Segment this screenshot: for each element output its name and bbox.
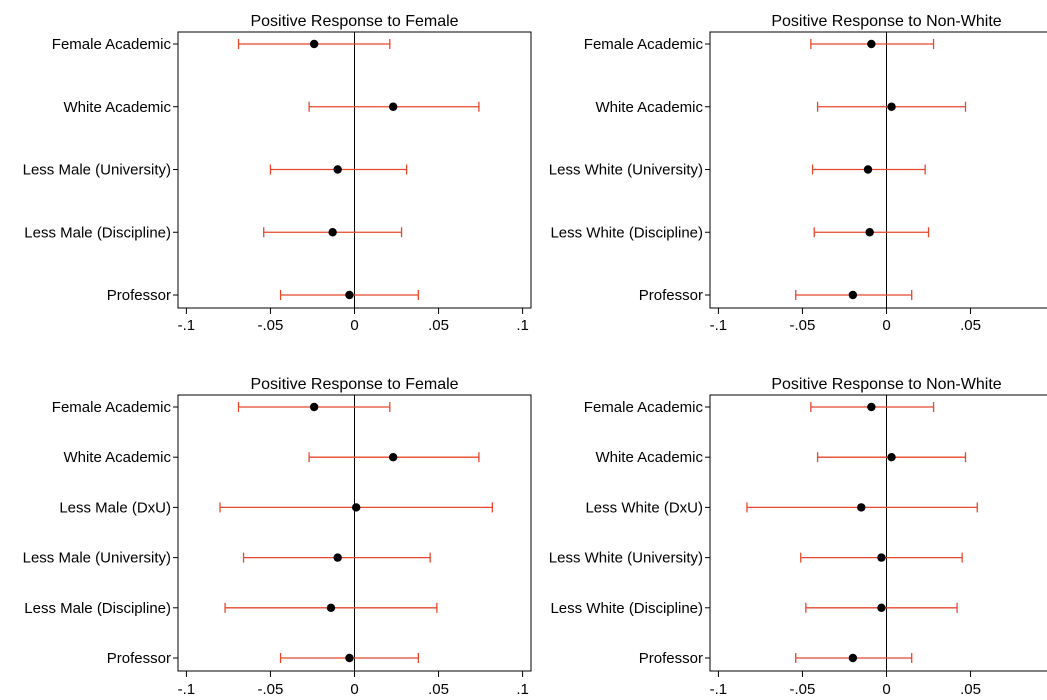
- category-label: White Academic: [595, 99, 703, 116]
- category-label: Less Male (University): [23, 162, 171, 179]
- x-tick-label: .05: [428, 681, 449, 698]
- category-label: Less White (Discipline): [550, 224, 703, 241]
- point-estimate: [345, 653, 354, 663]
- chart-panel-3: Positive Response to Female -.1 -.05 0 .05 .1…: [23, 376, 532, 698]
- x-tick-label: -.1: [710, 317, 728, 334]
- x-tick-label: 0: [350, 317, 358, 334]
- point-estimate: [867, 39, 876, 49]
- x-tick-label: 0: [350, 681, 358, 698]
- point-estimate: [887, 102, 896, 111]
- chart-title: Positive Response to Non-White: [771, 376, 1001, 393]
- category-label: Professor: [107, 650, 171, 667]
- x-tick-label: 0: [882, 681, 890, 698]
- point-estimate: [848, 653, 858, 663]
- point-estimate: [309, 39, 319, 49]
- point-estimate: [345, 290, 354, 300]
- category-label: Less White (DxU): [585, 499, 703, 516]
- point-estimate: [328, 228, 337, 237]
- chart-panel-4: Positive Response to Non-White -.1 -.05 0 .0…: [549, 376, 1047, 698]
- point-estimate: [867, 402, 876, 412]
- category-label: Less White (University): [549, 162, 703, 179]
- x-tick-label: -.05: [258, 681, 284, 698]
- chart-title: Positive Response to Non-White: [771, 13, 1001, 30]
- category-label: Female Academic: [52, 399, 172, 416]
- point-estimate: [863, 165, 873, 174]
- point-estimate: [865, 228, 874, 237]
- category-label: White Academic: [63, 449, 171, 466]
- category-label: White Academic: [595, 449, 703, 466]
- x-tick-label: .05: [960, 681, 981, 698]
- x-tick-label: -.05: [790, 681, 816, 698]
- x-tick-label: .05: [960, 317, 981, 334]
- x-tick-label: .05: [428, 317, 449, 334]
- point-estimate: [848, 290, 858, 300]
- category-label: Professor: [639, 650, 703, 667]
- category-label: Professor: [107, 287, 171, 304]
- category-label: Less Male (Discipline): [24, 224, 171, 241]
- point-estimate: [326, 603, 336, 612]
- chart-title: Positive Response to Female: [250, 13, 458, 30]
- x-tick-label: -.1: [178, 317, 196, 334]
- point-estimate: [333, 165, 342, 174]
- point-estimate: [857, 503, 866, 512]
- x-tick-label: -.05: [258, 317, 284, 334]
- x-tick-label: .1: [516, 317, 529, 334]
- category-label: Professor: [639, 287, 703, 304]
- category-label: Less White (University): [549, 550, 703, 567]
- x-tick-label: -.1: [178, 681, 196, 698]
- chart-title: Positive Response to Female: [250, 376, 458, 393]
- x-tick-label: -.05: [790, 317, 816, 334]
- category-label: Less Male (Discipline): [24, 600, 171, 617]
- point-estimate: [309, 402, 319, 412]
- point-estimate: [877, 603, 886, 612]
- category-label: Less Male (University): [23, 550, 171, 567]
- point-estimate: [388, 102, 398, 111]
- point-estimate: [388, 453, 398, 462]
- point-estimate: [351, 503, 361, 512]
- category-label: Female Academic: [584, 36, 704, 53]
- category-label: Less Male (DxU): [59, 499, 171, 516]
- point-estimate: [877, 553, 886, 562]
- chart-panel-2: Positive Response to Non-White -.1 -.05 0 .0…: [549, 13, 1047, 334]
- x-tick-label: .1: [516, 681, 529, 698]
- category-label: Less White (Discipline): [550, 600, 703, 617]
- category-label: Female Academic: [584, 399, 704, 416]
- chart-panel-1: Positive Response to Female -.1 -.05 0 .05 .1…: [23, 13, 532, 334]
- category-label: Female Academic: [52, 36, 172, 53]
- x-tick-label: -.1: [710, 681, 728, 698]
- category-label: White Academic: [63, 99, 171, 116]
- point-estimate: [333, 553, 342, 562]
- plot-frame: [709, 394, 1047, 672]
- point-estimate: [887, 453, 896, 462]
- x-tick-label: 0: [882, 317, 890, 334]
